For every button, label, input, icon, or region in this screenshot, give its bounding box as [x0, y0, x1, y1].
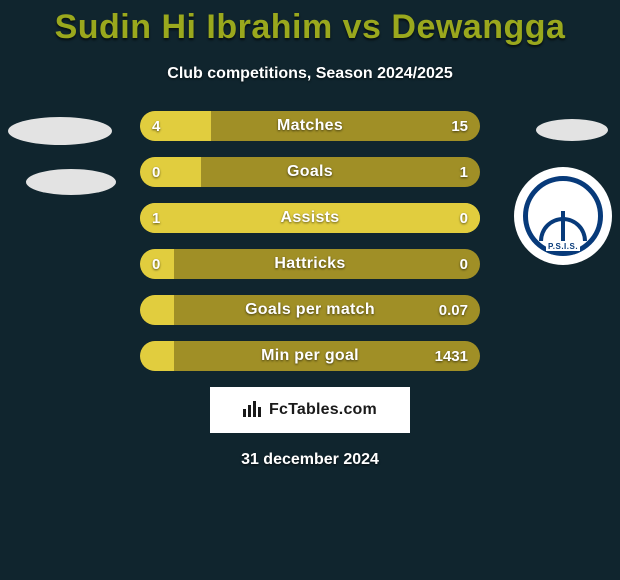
club-badge-pillar-icon — [561, 211, 565, 241]
club-badge-inner: P.S.I.S. — [523, 176, 603, 256]
stat-label: Matches — [140, 111, 480, 141]
footer-date: 31 december 2024 — [0, 451, 620, 469]
stat-bar: 4Matches15 — [140, 111, 480, 141]
subtitle: Club competitions, Season 2024/2025 — [0, 65, 620, 83]
comparison-area: P.S.I.S. 4Matches150Goals11Assists00Hatt… — [0, 111, 620, 371]
stat-value-right: 0.07 — [439, 295, 468, 325]
stat-value-right: 0 — [460, 203, 468, 233]
brand-name: FcTables.com — [269, 401, 377, 419]
stat-bar: 0Hattricks0 — [140, 249, 480, 279]
stat-label: Min per goal — [140, 341, 480, 371]
stat-bar: Min per goal1431 — [140, 341, 480, 371]
stat-label: Hattricks — [140, 249, 480, 279]
club-badge-text: P.S.I.S. — [546, 242, 580, 251]
brand-footer: FcTables.com — [210, 387, 410, 433]
stat-bar: 0Goals1 — [140, 157, 480, 187]
page-title: Sudin Hi Ibrahim vs Dewangga — [0, 0, 620, 47]
stat-label: Goals — [140, 157, 480, 187]
stat-value-right: 1 — [460, 157, 468, 187]
player-left-photo-placeholder — [8, 117, 112, 145]
player-right-club-badge: P.S.I.S. — [514, 167, 612, 265]
stat-bars: 4Matches150Goals11Assists00Hattricks0Goa… — [140, 111, 480, 371]
player-right-photo-placeholder — [536, 119, 608, 141]
stat-value-right: 15 — [451, 111, 468, 141]
stat-value-right: 1431 — [435, 341, 468, 371]
player-left-club-placeholder — [26, 169, 116, 195]
stat-label: Assists — [140, 203, 480, 233]
stat-bar: 1Assists0 — [140, 203, 480, 233]
stat-label: Goals per match — [140, 295, 480, 325]
stat-bar: Goals per match0.07 — [140, 295, 480, 325]
stat-value-right: 0 — [460, 249, 468, 279]
brand-logo-icon — [243, 399, 263, 422]
